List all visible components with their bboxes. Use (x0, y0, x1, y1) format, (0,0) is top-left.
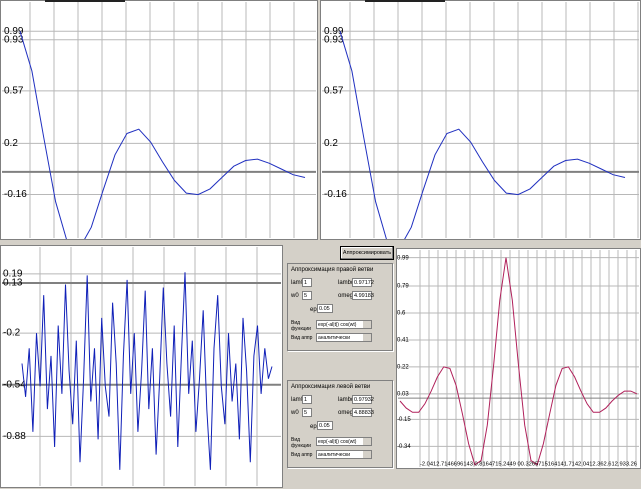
field-label: w0 (291, 410, 299, 416)
y-tick-label: 0.22 (397, 365, 409, 371)
field-input[interactable]: 0.05 (317, 421, 333, 430)
data-line (19, 31, 306, 239)
field-label: lam0 (291, 397, 305, 403)
y-tick-label: 0.57 (324, 86, 344, 97)
y-tick-label: -0.34 (397, 444, 411, 450)
field-label: lambda (338, 397, 358, 403)
y-tick-label: -0.88 (3, 431, 26, 442)
y-tick-label: 0.99 (324, 26, 344, 37)
y-tick-label: -0.15 (397, 417, 411, 423)
field-label: omega (338, 293, 357, 299)
group-box: Аппроксимация правой ветви lam0 1 lambda 0.9… (287, 263, 393, 351)
field-label: eps (310, 307, 320, 313)
y-tick-label: -0.54 (3, 379, 26, 390)
function-label: Вид функции (291, 437, 311, 449)
field-input[interactable]: 0.97172 (352, 278, 374, 287)
y-tick-label: 0.19 (3, 269, 23, 280)
field-label: omega (338, 410, 357, 416)
y-tick-label: 0.41 (397, 338, 409, 344)
y-tick-label: -0.16 (324, 189, 347, 200)
tab-strip (45, 0, 125, 2)
plot-panel (320, 0, 641, 240)
field-input[interactable]: 1 (302, 395, 312, 404)
field-input[interactable]: 5 (302, 291, 312, 300)
method-select[interactable]: аналитически (316, 450, 372, 459)
y-tick-label: 0.2 (324, 138, 338, 149)
field-label: lambda (338, 280, 358, 286)
y-tick-label: -0.2 (3, 328, 21, 339)
field-label: w0 (291, 293, 299, 299)
y-tick-label: 0.6 (397, 311, 406, 317)
y-tick-label: 0.99 (397, 255, 409, 261)
y-tick-label: 0.99 (4, 26, 24, 37)
y-tick-label: -0.16 (4, 189, 27, 200)
y-tick-label: 0.93 (324, 34, 344, 45)
field-label: lam0 (291, 280, 305, 286)
y-tick-label: 0.57 (4, 86, 24, 97)
data-line (339, 31, 626, 239)
group-box: Аппроксимация левой ветви lam0 1 lambda 0.97… (287, 380, 393, 468)
x-axis-labels: -2.0412.7146696143 0.8164715.2449 00.326… (420, 461, 637, 467)
field-label: eps (310, 424, 320, 430)
method-label: Вид аппр (291, 452, 313, 458)
y-tick-label: 0.2 (4, 138, 18, 149)
field-input[interactable]: 0.05 (317, 304, 333, 313)
method-select[interactable]: аналитически (316, 333, 372, 342)
field-input[interactable]: 4.88833 (352, 408, 374, 417)
data-line (399, 257, 638, 466)
y-tick-label: 0.93 (4, 34, 24, 45)
approximate-button[interactable]: Аппроксимировать (340, 246, 394, 260)
field-input[interactable]: 5 (302, 408, 312, 417)
approximation-form: Аппроксимировать Аппроксимация правой ве… (285, 243, 395, 489)
function-select[interactable]: exp(-al|t|) cos(wt) (316, 437, 372, 446)
y-tick-label: 0.13 (3, 278, 23, 289)
group-title: Аппроксимация левой ветви (291, 384, 371, 390)
y-tick-label: 0.03 (397, 391, 409, 397)
function-label: Вид функции (291, 320, 311, 332)
method-label: Вид аппр (291, 335, 313, 341)
function-select[interactable]: exp(-al|t|) cos(wt) (316, 320, 372, 329)
tab-strip (365, 0, 445, 2)
field-input[interactable]: 0.97932 (352, 395, 374, 404)
field-input[interactable]: 1 (302, 278, 312, 287)
field-input[interactable]: 4.99183 (352, 291, 374, 300)
data-line (21, 272, 273, 470)
plot-panel (0, 0, 318, 240)
group-title: Аппроксимация правой ветви (291, 267, 374, 273)
y-tick-label: 0.79 (397, 284, 409, 290)
